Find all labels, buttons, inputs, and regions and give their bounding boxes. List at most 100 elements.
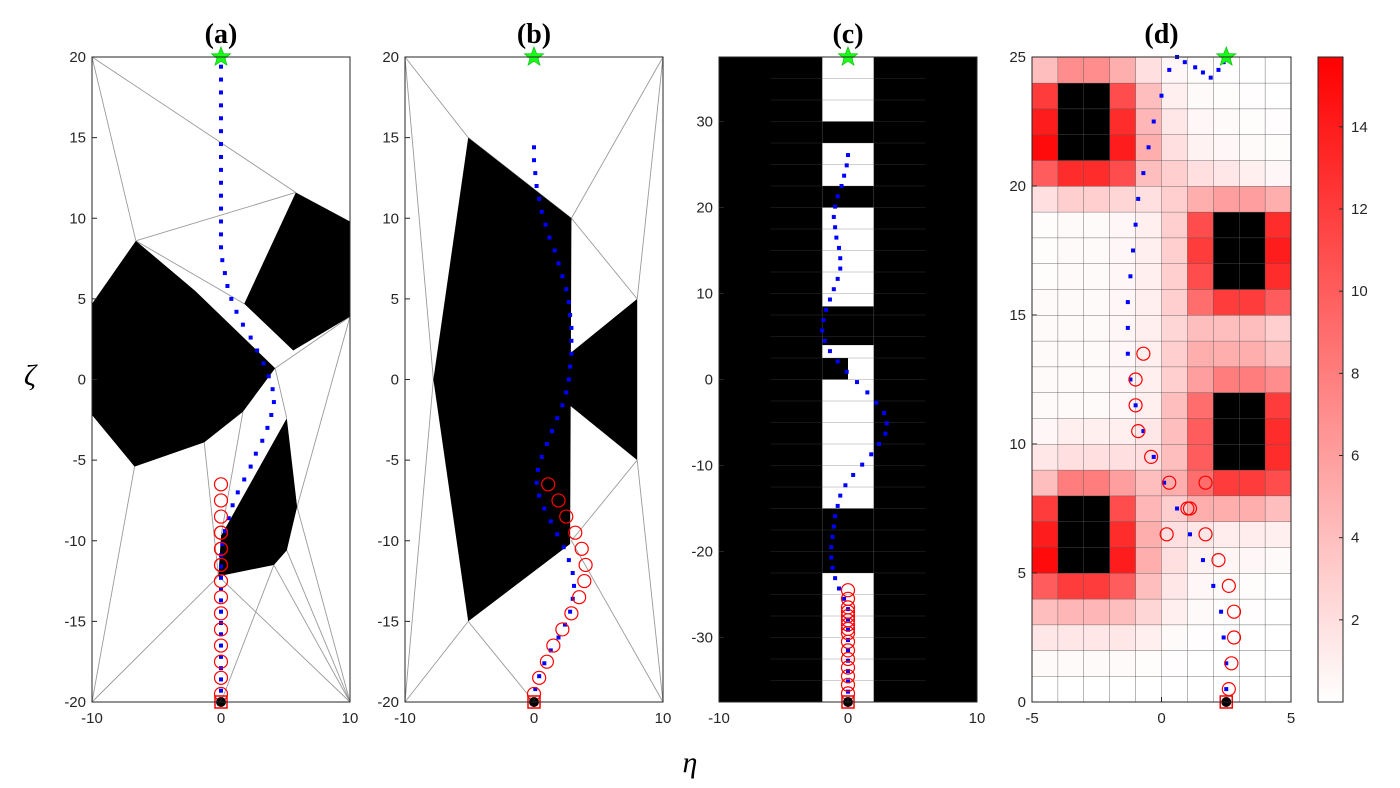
heatmap-cell bbox=[1161, 572, 1188, 600]
sample-circle bbox=[539, 654, 555, 669]
panel-title: (d) bbox=[1144, 19, 1178, 50]
x-tick-label: -10 bbox=[708, 710, 730, 727]
heatmap-cell bbox=[1264, 495, 1292, 522]
path-point bbox=[564, 390, 569, 395]
sample-circle bbox=[551, 493, 566, 508]
y-tick-label: 0 bbox=[78, 372, 86, 389]
heatmap-cell bbox=[1031, 108, 1059, 135]
heatmap-cell bbox=[1135, 572, 1162, 600]
heatmap-cell bbox=[1187, 289, 1214, 316]
sample-circle bbox=[1226, 630, 1242, 645]
path-point bbox=[820, 328, 825, 333]
heatmap-cell bbox=[1057, 495, 1085, 522]
y-tick-label: 10 bbox=[696, 286, 713, 303]
mesh-edge bbox=[404, 56, 469, 138]
heatmap-cell bbox=[1057, 211, 1085, 239]
path-point bbox=[833, 225, 838, 230]
heatmap-cell bbox=[1083, 340, 1111, 368]
heatmap-cell bbox=[1083, 263, 1111, 290]
heatmap-cell bbox=[1264, 572, 1292, 600]
heatmap-cell bbox=[1135, 547, 1162, 574]
heatmap-cell bbox=[1161, 314, 1188, 342]
path-point bbox=[533, 171, 538, 176]
path-point bbox=[1193, 65, 1198, 70]
heatmap-cell bbox=[1135, 237, 1162, 264]
x-tick-label: 0 bbox=[530, 710, 538, 727]
heatmap-cell bbox=[1109, 82, 1137, 110]
heatmap-cell bbox=[1109, 598, 1137, 626]
path-point bbox=[822, 338, 827, 343]
mesh-edge bbox=[274, 316, 351, 369]
path-point bbox=[219, 77, 223, 82]
heatmap-cell bbox=[1264, 650, 1292, 677]
obstacle-block bbox=[770, 100, 823, 165]
sample-circle bbox=[840, 643, 856, 658]
heatmap-cell bbox=[1057, 82, 1085, 110]
heatmap-cell bbox=[1135, 108, 1162, 135]
heatmap-cell bbox=[1057, 134, 1085, 161]
path-point bbox=[1151, 454, 1156, 459]
path-point bbox=[253, 451, 258, 456]
y-tick-label: 15 bbox=[1009, 307, 1026, 324]
path-point bbox=[831, 214, 836, 219]
heatmap-cell bbox=[1161, 237, 1188, 264]
path-point bbox=[883, 431, 888, 436]
heatmap-cell bbox=[1238, 237, 1266, 264]
heatmap-cell bbox=[1187, 547, 1214, 574]
heatmap-cell bbox=[1161, 598, 1188, 626]
path-point bbox=[830, 534, 835, 539]
path-point bbox=[261, 361, 266, 366]
heatmap-cell bbox=[1264, 469, 1292, 497]
y-tick-label: 5 bbox=[391, 291, 399, 308]
heatmap-cell bbox=[1109, 495, 1137, 522]
heatmap-cell bbox=[1083, 185, 1111, 213]
heatmap-cell bbox=[1135, 314, 1162, 342]
path-point bbox=[846, 627, 850, 632]
path-point bbox=[1187, 532, 1192, 537]
heatmap-cell bbox=[1031, 340, 1059, 368]
heatmap-cell bbox=[1161, 418, 1188, 445]
y-tick-label: 30 bbox=[696, 114, 713, 131]
mesh-edge bbox=[220, 564, 275, 703]
heatmap-cell bbox=[1057, 418, 1085, 445]
heatmap-cell bbox=[1083, 598, 1111, 626]
heatmap-cell bbox=[1135, 289, 1162, 316]
path-point bbox=[1125, 300, 1130, 305]
path-point bbox=[1136, 196, 1141, 201]
path-point bbox=[1125, 325, 1130, 330]
path-point bbox=[1159, 93, 1164, 98]
path-point bbox=[533, 687, 538, 692]
colorbar-tick-label: 6 bbox=[1351, 448, 1359, 465]
mesh-edge bbox=[636, 56, 664, 299]
path-point bbox=[1133, 222, 1138, 227]
path-point bbox=[1182, 60, 1187, 65]
sample-circle bbox=[546, 638, 561, 653]
heatmap-cell bbox=[1161, 340, 1188, 368]
heatmap-cell bbox=[1187, 392, 1214, 419]
heatmap-cell bbox=[1213, 82, 1240, 110]
path-point bbox=[539, 454, 544, 459]
sample-circle bbox=[1224, 656, 1239, 671]
heatmap-cell bbox=[1187, 340, 1214, 368]
path-point bbox=[570, 571, 575, 575]
path-point bbox=[220, 541, 225, 546]
path-point bbox=[836, 245, 841, 250]
heatmap-cell bbox=[1213, 340, 1240, 368]
heatmap-cell bbox=[1161, 521, 1188, 548]
heatmap-cell bbox=[1083, 469, 1111, 497]
heatmap-cell bbox=[1109, 159, 1137, 187]
path-point bbox=[537, 196, 542, 201]
heatmap-cell bbox=[1238, 108, 1266, 135]
path-point bbox=[555, 532, 560, 537]
colorbar bbox=[1317, 56, 1344, 703]
heatmap-cell bbox=[1083, 289, 1111, 316]
heatmap-cell bbox=[1161, 392, 1188, 419]
path-point bbox=[248, 335, 253, 340]
path-point bbox=[844, 163, 849, 168]
y-axis-label: ζ bbox=[24, 359, 38, 392]
path-point bbox=[222, 529, 227, 534]
obstacle-block bbox=[822, 306, 874, 346]
heatmap-cell bbox=[1135, 521, 1162, 548]
path-point bbox=[568, 609, 573, 614]
sample-circle bbox=[1128, 398, 1143, 413]
